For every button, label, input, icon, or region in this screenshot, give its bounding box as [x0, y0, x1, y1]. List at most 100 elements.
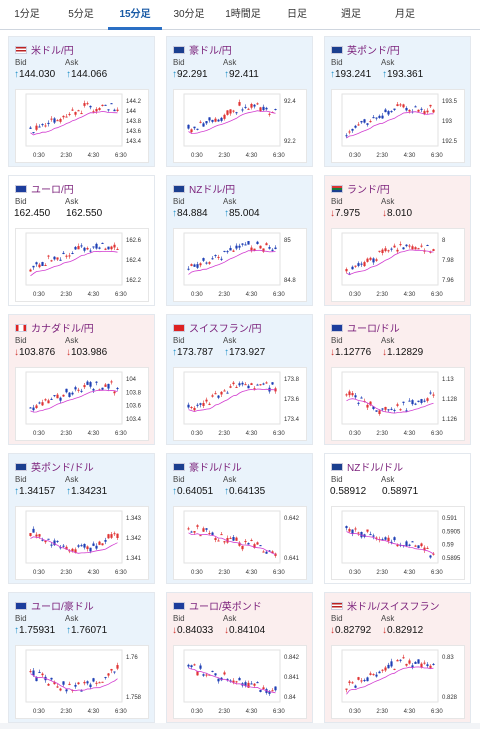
candle-body: [432, 663, 435, 665]
currency-card[interactable]: NZドル/円 Bid Ask ↑84.884 ↑85.004 85 84.8 0:30 2:30…: [166, 175, 313, 306]
candle-body: [348, 529, 351, 532]
bid-value: ↑0.64051: [172, 486, 224, 497]
currency-pair-link[interactable]: ユーロ/ドル: [347, 324, 400, 335]
bid-value: ↓0.82792: [330, 625, 382, 636]
candle-body: [223, 114, 226, 119]
bid-number: 84.884: [177, 208, 208, 219]
price-chart[interactable]: 0.842 0.841 0.84 0:30 2:30 4:30 6:30: [173, 645, 307, 719]
price-chart[interactable]: 173.8 173.6 173.4 0:30 2:30 4:30 6:30: [173, 367, 307, 441]
candle-body: [235, 386, 238, 388]
price-chart[interactable]: 1.343 1.342 1.341 0:30 2:30 4:30 6:30: [15, 506, 149, 580]
candle-body: [417, 545, 420, 549]
candlestick-svg: 144.2 144 143.8 143.6 143.4 0:30 2:30 4:30 6:30: [25, 93, 142, 159]
candle-body: [38, 264, 41, 268]
tab-3[interactable]: 30分足: [173, 9, 205, 20]
currency-pair-link[interactable]: スイスフラン/円: [189, 324, 262, 335]
currency-pair-link[interactable]: 豪ドル/円: [189, 46, 232, 57]
price-chart[interactable]: 0.83 0.828 0:30 2:30 4:30 6:30: [331, 645, 465, 719]
currency-card[interactable]: ユーロ/豪ドル Bid Ask ↑1.75931 ↑1.76071 1.76 1.758 0:…: [8, 592, 155, 723]
ask-value: ↑144.066: [66, 69, 118, 80]
tab-2[interactable]: 15分足: [108, 0, 162, 30]
currency-pair-link[interactable]: ランド/円: [347, 185, 390, 196]
currency-card[interactable]: スイスフラン/円 Bid Ask ↑173.787 ↑173.927 173.8 173.6…: [166, 314, 313, 445]
y-tick-label: 1.342: [126, 536, 142, 542]
flag-au-jp-icon: [173, 45, 185, 54]
candle-body: [104, 540, 107, 542]
tab-5[interactable]: 日足: [287, 9, 307, 20]
plot-frame: [341, 371, 439, 425]
currency-card[interactable]: ユーロ/ドル Bid Ask ↓1.12776 ↓1.12829 1.13 1.128 1.1…: [324, 314, 471, 445]
candle-body: [80, 690, 83, 692]
tab-0[interactable]: 1分足: [14, 9, 40, 20]
currency-pair-link[interactable]: NZドル/ドル: [347, 463, 404, 474]
candle-body: [50, 677, 53, 680]
candle-body: [384, 406, 387, 410]
currency-card[interactable]: 米ドル/スイスフラン Bid Ask ↓0.82792 ↓0.82912 0.83 0.82…: [324, 592, 471, 723]
candle-body: [432, 553, 435, 555]
currency-card[interactable]: カナダドル/円 Bid Ask ↓103.876 ↓103.986 104 103.8 103…: [8, 314, 155, 445]
candle-body: [65, 546, 68, 550]
currency-card[interactable]: NZドル/ドル Bid Ask 0.58912 0.58971 0.591 0.5905 0.…: [324, 453, 471, 584]
candle-body: [244, 540, 247, 543]
tab-4[interactable]: 1時間足: [225, 9, 261, 20]
price-chart[interactable]: 1.76 1.758 0:30 2:30 4:30 6:30: [15, 645, 149, 719]
candle-body: [38, 671, 41, 673]
candle-body: [113, 671, 116, 673]
flag-gb-us-icon: [15, 462, 27, 471]
x-tick-label: 0:30: [33, 709, 45, 715]
currency-pair-link[interactable]: 英ポンド/ドル: [31, 463, 94, 474]
price-labels: Bid Ask: [15, 58, 115, 67]
currency-card[interactable]: 英ポンド/ドル Bid Ask ↑1.34157 ↑1.34231 1.343 1.342 1…: [8, 453, 155, 584]
currency-card[interactable]: ランド/円 Bid Ask ↓7.975 ↓8.010 8 7.98 7.96 0:30 2:30…: [324, 175, 471, 306]
currency-card[interactable]: ユーロ/円 Bid Ask 162.450 162.550 162.6 162.4 162.2…: [8, 175, 155, 306]
y-tick-label: 103.4: [126, 417, 142, 423]
price-chart[interactable]: 0.642 0.641 0:30 2:30 4:30 6:30: [173, 506, 307, 580]
price-chart[interactable]: 104 103.8 103.6 103.4 0:30 2:30 4:30 6:30: [15, 367, 149, 441]
bid-label: Bid: [15, 336, 27, 345]
candle-body: [113, 533, 116, 535]
candle-body: [38, 402, 41, 404]
currency-pair-link[interactable]: ユーロ/円: [31, 185, 74, 196]
candle-body: [193, 531, 196, 533]
currency-pair-link[interactable]: ユーロ/豪ドル: [31, 602, 94, 613]
candle-body: [417, 659, 420, 664]
candle-body: [217, 395, 220, 398]
price-chart[interactable]: 1.13 1.128 1.126 0:30 2:30 4:30 6:30: [331, 367, 465, 441]
currency-card[interactable]: 豪ドル/ドル Bid Ask ↑0.64051 ↑0.64135 0.642 0.641 0:…: [166, 453, 313, 584]
candle-body: [38, 534, 41, 537]
price-chart[interactable]: 92.4 92.2 0:30 2:30 4:30 6:30: [173, 89, 307, 163]
currency-pair-link[interactable]: 米ドル/円: [31, 46, 74, 57]
tab-1[interactable]: 5分足: [68, 9, 94, 20]
currency-pair-link[interactable]: カナダドル/円: [31, 324, 94, 335]
currency-pair-link[interactable]: 英ポンド/円: [347, 46, 400, 57]
price-chart[interactable]: 144.2 144 143.8 143.6 143.4 0:30 2:30 4:30 6:30: [15, 89, 149, 163]
currency-card[interactable]: ユーロ/英ポンド Bid Ask ↓0.84033 ↓0.84104 0.842 0.841…: [166, 592, 313, 723]
candle-body: [232, 680, 235, 683]
candle-body: [220, 391, 223, 395]
price-chart[interactable]: 193.5 193 192.5 0:30 2:30 4:30 6:30: [331, 89, 465, 163]
bid-label: Bid: [15, 58, 27, 67]
x-tick-label: 0:30: [33, 570, 45, 576]
bid-value: 162.450: [14, 208, 66, 219]
price-chart[interactable]: 8 7.98 7.96 0:30 2:30 4:30 6:30: [331, 228, 465, 302]
candle-body: [235, 245, 238, 249]
tab-7[interactable]: 月足: [395, 9, 415, 20]
ask-value: ↑85.004: [224, 208, 276, 219]
currency-pair-link[interactable]: 豪ドル/ドル: [189, 463, 242, 474]
candle-body: [390, 248, 393, 250]
tab-6[interactable]: 週足: [341, 9, 361, 20]
candle-body: [107, 109, 110, 111]
price-chart[interactable]: 162.6 162.4 162.2 0:30 2:30 4:30 6:30: [15, 228, 149, 302]
price-chart[interactable]: 85 84.8 0:30 2:30 4:30 6:30: [173, 228, 307, 302]
currency-pair-link[interactable]: NZドル/円: [189, 185, 236, 196]
price-chart[interactable]: 0.591 0.5905 0.59 0.5895 0:30 2:30 4:30 6:30: [331, 506, 465, 580]
currency-card[interactable]: 米ドル/円 Bid Ask ↑144.030 ↑144.066 144.2 144 143.8…: [8, 36, 155, 167]
flag-ca-jp-icon: [15, 323, 27, 332]
currency-card[interactable]: 英ポンド/円 Bid Ask ↑193.241 ↑193.361 193.5 193 192.…: [324, 36, 471, 167]
currency-pair-link[interactable]: 米ドル/スイスフラン: [347, 602, 440, 613]
candle-body: [77, 545, 80, 547]
currency-card[interactable]: 豪ドル/円 Bid Ask ↑92.291 ↑92.411 92.4 92.2 0:30 2:3…: [166, 36, 313, 167]
currency-pair-link[interactable]: ユーロ/英ポンド: [189, 602, 262, 613]
candle-body: [387, 537, 390, 541]
flag-nz-us-icon: [331, 462, 343, 471]
